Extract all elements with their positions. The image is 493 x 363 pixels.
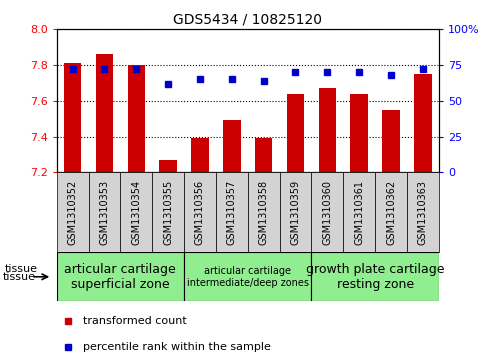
Text: GSM1310355: GSM1310355 — [163, 180, 173, 245]
Bar — [159, 160, 177, 172]
Bar — [312, 172, 343, 252]
Bar — [89, 172, 120, 252]
Bar — [57, 252, 184, 301]
Text: percentile rank within the sample: percentile rank within the sample — [83, 342, 271, 352]
Text: articular cartilage
intermediate/deep zones: articular cartilage intermediate/deep zo… — [187, 266, 309, 287]
Text: transformed count: transformed count — [83, 316, 187, 326]
Bar — [255, 138, 273, 172]
Text: GSM1310360: GSM1310360 — [322, 180, 332, 245]
Bar — [280, 172, 312, 252]
Bar — [216, 172, 247, 252]
Text: GSM1310362: GSM1310362 — [386, 180, 396, 245]
Bar — [351, 94, 368, 172]
Text: GSM1310354: GSM1310354 — [131, 180, 141, 245]
Text: growth plate cartilage
resting zone: growth plate cartilage resting zone — [306, 263, 444, 291]
Text: GSM1310361: GSM1310361 — [354, 180, 364, 245]
Bar — [287, 94, 304, 172]
Bar — [223, 121, 241, 172]
Text: tissue: tissue — [4, 264, 37, 274]
Bar — [64, 63, 81, 172]
Text: GSM1310352: GSM1310352 — [68, 180, 77, 245]
Text: tissue: tissue — [2, 272, 35, 282]
Title: GDS5434 / 10825120: GDS5434 / 10825120 — [173, 12, 322, 26]
Bar — [414, 74, 431, 172]
Text: GSM1310359: GSM1310359 — [290, 180, 301, 245]
Bar — [96, 54, 113, 172]
Bar — [375, 172, 407, 252]
Bar — [407, 172, 439, 252]
Bar — [57, 172, 89, 252]
Bar — [191, 138, 209, 172]
Bar — [184, 252, 312, 301]
Bar — [312, 252, 439, 301]
Text: GSM1310353: GSM1310353 — [100, 180, 109, 245]
Bar — [343, 172, 375, 252]
Bar — [120, 172, 152, 252]
Text: GSM1310357: GSM1310357 — [227, 180, 237, 245]
Bar — [382, 110, 400, 172]
Text: GSM1310363: GSM1310363 — [418, 180, 428, 245]
Text: GSM1310356: GSM1310356 — [195, 180, 205, 245]
Bar — [184, 172, 216, 252]
Text: articular cartilage
superficial zone: articular cartilage superficial zone — [65, 263, 176, 291]
Bar — [318, 88, 336, 172]
Text: GSM1310358: GSM1310358 — [259, 180, 269, 245]
Bar — [152, 172, 184, 252]
Bar — [128, 65, 145, 172]
Bar — [247, 172, 280, 252]
